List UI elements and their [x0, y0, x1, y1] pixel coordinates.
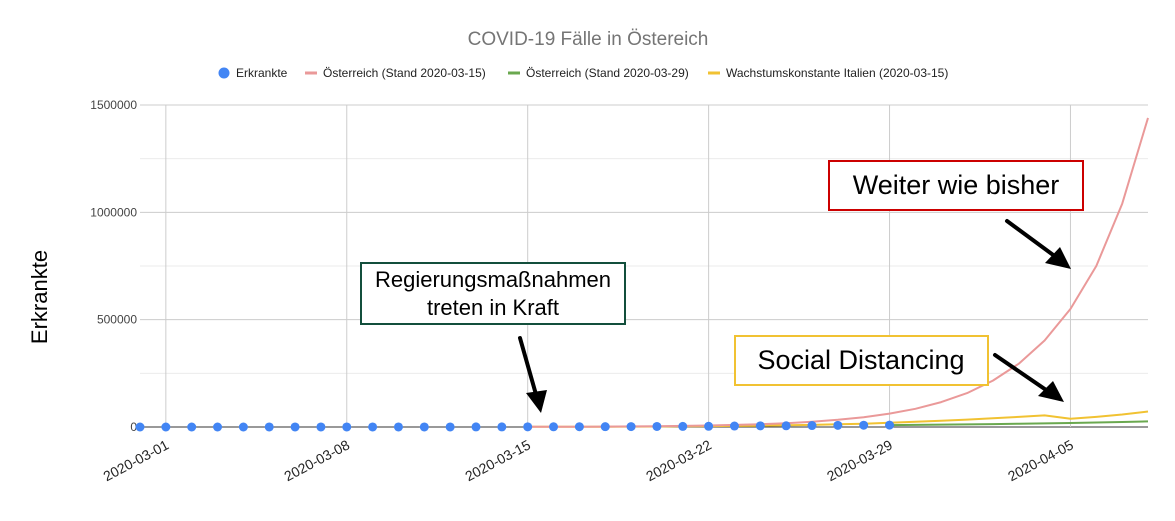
data-point: [678, 421, 688, 431]
y-tick-label: 1000000: [90, 205, 137, 219]
x-tick-label: 2020-03-15: [462, 436, 533, 484]
legend-marker: [218, 67, 230, 79]
data-point: [368, 422, 378, 432]
annotation-box-weiter: [828, 160, 1084, 211]
data-point: [316, 422, 326, 432]
annotation-text-social: Social Distancing: [757, 345, 964, 375]
data-point: [135, 422, 145, 432]
data-point: [238, 422, 248, 432]
data-point: [419, 422, 429, 432]
legend-label: Wachstumskonstante Italien (2020-03-15): [726, 66, 948, 80]
data-point: [342, 422, 352, 432]
annotation-text-regierung-line1: Regierungsmaßnahmen: [375, 267, 611, 292]
data-point: [626, 422, 636, 432]
chart-title: COVID-19 Fälle in Östereich: [468, 29, 709, 50]
x-tick-label: 2020-03-08: [281, 436, 352, 484]
data-point: [549, 422, 559, 432]
legend-label: Erkrankte: [236, 66, 288, 80]
legend: Erkrankte Österreich (Stand 2020-03-15) Ös…: [218, 66, 948, 80]
y-tick-label: 0: [130, 420, 137, 434]
data-point: [652, 421, 662, 431]
x-tick-label: 2020-03-22: [643, 436, 714, 484]
y-axis-ticks: 0 500000 1000000 1500000: [90, 98, 137, 434]
data-point: [807, 421, 817, 431]
data-point: [393, 422, 403, 432]
data-point: [600, 422, 610, 432]
arrow-weiter: [1005, 219, 1071, 269]
data-point: [445, 422, 455, 432]
series-layer: [135, 117, 1149, 432]
annotation-text-regierung-line2: treten in Kraft: [427, 295, 559, 320]
y-tick-label: 500000: [97, 313, 137, 327]
annotation-box-social: [734, 335, 989, 386]
legend-label: Österreich (Stand 2020-03-29): [526, 66, 689, 80]
data-point: [213, 422, 223, 432]
annotation-box-regierung: [360, 262, 626, 325]
series-line: [889, 420, 1149, 427]
legend-label: Österreich (Stand 2020-03-15): [323, 66, 486, 80]
data-point: [187, 422, 197, 432]
x-axis-ticks: 2020-03-01 2020-03-08 2020-03-15 2020-03-22…: [101, 436, 1077, 484]
x-tick-label: 2020-03-29: [824, 436, 895, 484]
annotation-text-weiter: Weiter wie bisher: [853, 170, 1060, 200]
data-point: [859, 420, 869, 430]
y-axis-label: Erkrankte: [27, 250, 52, 344]
data-point: [161, 422, 171, 432]
x-tick-label: 2020-04-05: [1005, 436, 1076, 484]
data-point: [729, 421, 739, 431]
x-tick-label: 2020-03-01: [101, 436, 172, 484]
arrow-regierung: [518, 336, 547, 413]
annotations: Weiter wie bisher Social Distancing Regi…: [360, 160, 1084, 413]
data-point: [574, 422, 584, 432]
data-point: [497, 422, 507, 432]
arrow-social: [993, 353, 1064, 402]
data-point: [290, 422, 300, 432]
data-point: [264, 422, 274, 432]
data-point: [885, 420, 895, 430]
data-point: [471, 422, 481, 432]
data-point: [781, 421, 791, 431]
data-point: [833, 420, 843, 430]
data-point: [704, 421, 714, 431]
y-tick-label: 1500000: [90, 98, 137, 112]
data-point: [755, 421, 765, 431]
data-point: [523, 422, 533, 432]
